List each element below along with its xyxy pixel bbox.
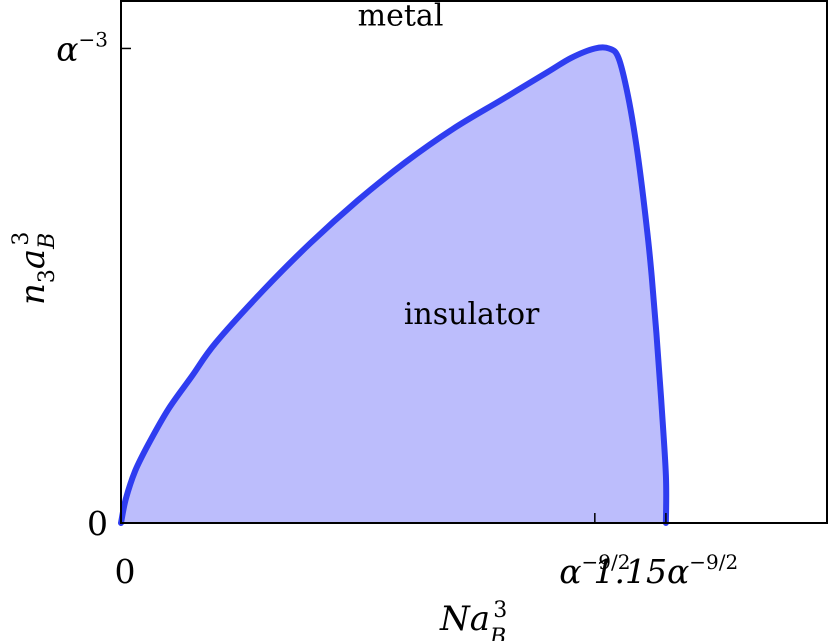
phase-boundary-line xyxy=(118,44,670,526)
x-tick-label: 0 xyxy=(115,552,136,591)
y-axis-label: n3aB3 xyxy=(9,232,60,305)
annotation-layer: metal insulator xyxy=(358,0,540,332)
x-axis-label: NaB3 xyxy=(439,598,507,641)
insulator-region-fill xyxy=(121,47,667,524)
area-layer xyxy=(118,44,670,526)
y-tick-label: α−3 xyxy=(56,27,108,68)
svg-text:n3aB3: n3aB3 xyxy=(9,232,60,305)
x-tick-label: α−9/2 xyxy=(559,550,630,591)
x-tick-label: 1.15α−9/2 xyxy=(594,550,739,591)
y-tick-label: 0 xyxy=(87,504,108,543)
region-label: insulator xyxy=(404,297,540,332)
plot-frame xyxy=(120,0,828,524)
tick-layer: 0 α−9/21.15α−9/2 0 α−3 xyxy=(56,27,738,591)
region-label: metal xyxy=(358,0,444,33)
